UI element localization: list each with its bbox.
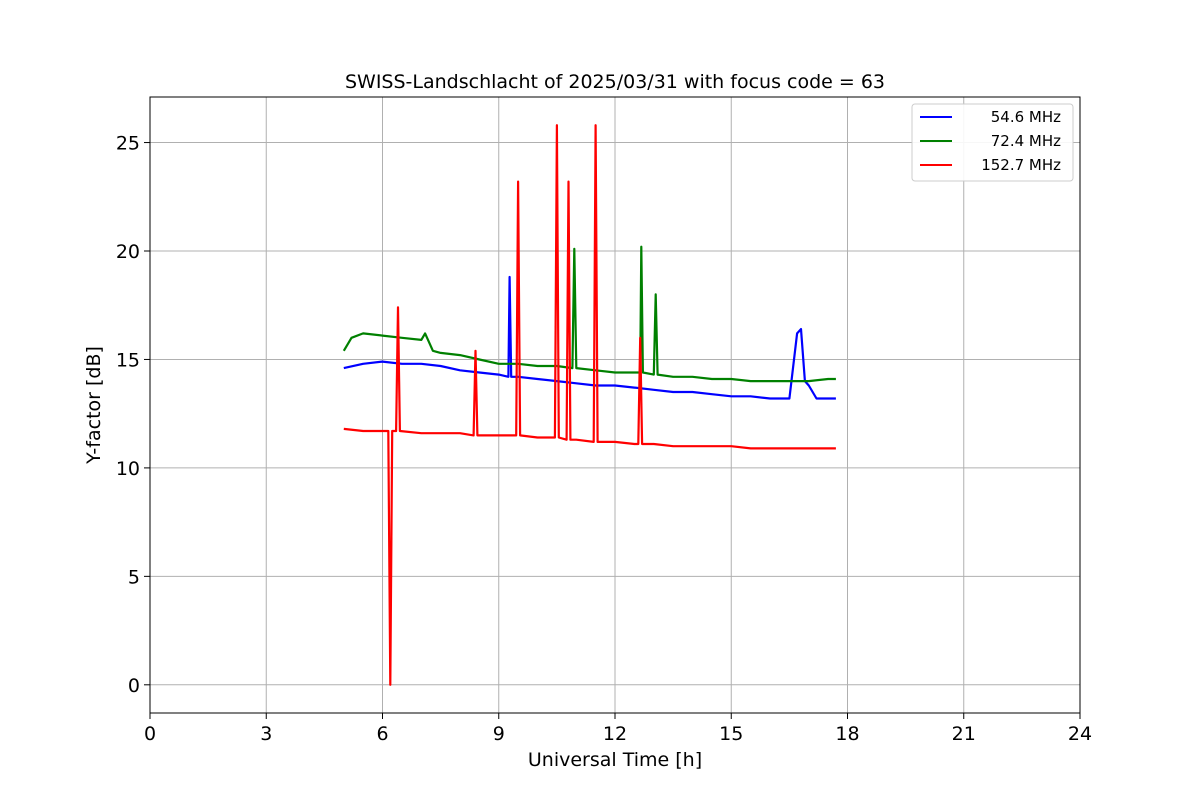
x-tick-label: 9 (493, 723, 505, 745)
y-tick-label: 20 (116, 241, 140, 263)
y-tick-label: 15 (116, 349, 140, 371)
x-tick-label: 6 (376, 723, 388, 745)
x-tick-label: 0 (144, 723, 156, 745)
legend-label: 152.7 MHz (981, 156, 1061, 174)
series-line-3 (343, 124, 836, 686)
x-tick-label: 3 (260, 723, 272, 745)
x-tick-label: 15 (719, 723, 743, 745)
y-axis-label: Y-factor [dB] (83, 346, 105, 465)
series-line-2 (342, 245, 836, 383)
x-tick-label: 24 (1068, 723, 1092, 745)
legend-label: 54.6 MHz (991, 108, 1061, 126)
series-layer (342, 124, 836, 686)
legend: 54.6 MHz 72.4 MHz 152.7 MHz (911, 103, 1074, 182)
y-axis: 0 5 10 15 20 25 (116, 133, 150, 697)
x-tick-label: 21 (952, 723, 976, 745)
x-axis-label: Universal Time [h] (528, 749, 702, 771)
y-tick-label: 25 (116, 133, 140, 155)
x-tick-label: 18 (835, 723, 859, 745)
series-line-1 (343, 275, 836, 400)
x-axis: 0 3 6 9 12 15 18 21 24 (144, 713, 1092, 745)
x-tick-label: 12 (603, 723, 627, 745)
y-tick-label: 5 (128, 566, 140, 588)
y-tick-label: 10 (116, 458, 140, 480)
legend-label: 72.4 MHz (991, 132, 1061, 150)
chart-title: SWISS-Landschlacht of 2025/03/31 with fo… (345, 71, 885, 93)
y-tick-label: 0 (128, 675, 140, 697)
legend-box (911, 103, 1074, 182)
